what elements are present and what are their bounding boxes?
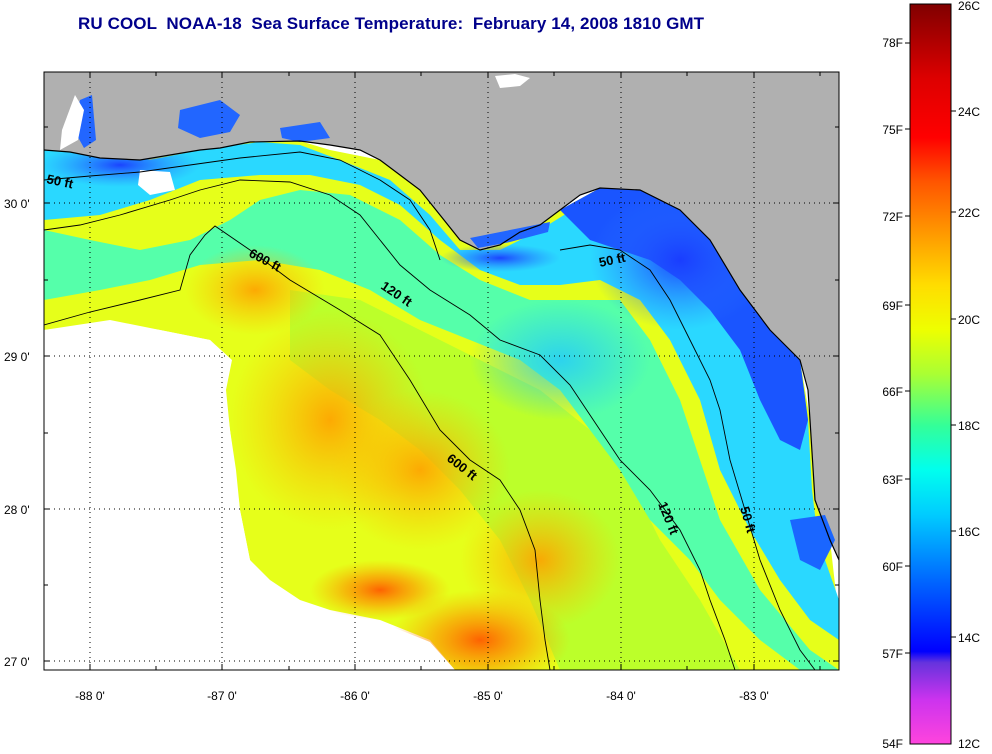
lon-label: -88 0' bbox=[75, 689, 105, 703]
map-panel bbox=[44, 72, 839, 670]
contour-label: 50 ft bbox=[45, 171, 75, 191]
sst-red-west bbox=[310, 560, 450, 620]
colorbar-f-label: 60F bbox=[882, 560, 903, 574]
colorbar-f-label: 54F bbox=[882, 737, 903, 751]
cloud-southwest bbox=[330, 612, 455, 670]
colorbar bbox=[909, 3, 952, 745]
colorbar-c-label: 20C bbox=[958, 313, 980, 327]
map-title: RU COOL NOAA-18 Sea Surface Temperature:… bbox=[78, 14, 705, 33]
cloud-west bbox=[44, 322, 270, 670]
map-ticks bbox=[44, 72, 839, 670]
sst-orange-center bbox=[330, 390, 510, 550]
colorbar-f-label: 66F bbox=[882, 385, 903, 399]
contour-600ft bbox=[44, 225, 551, 670]
sst-cyan-patch bbox=[470, 300, 650, 420]
contour-50ft-west bbox=[44, 151, 441, 261]
sst-blue-apalachicola bbox=[440, 244, 560, 272]
sst-orange-north bbox=[185, 245, 325, 335]
map-frame bbox=[43, 71, 840, 671]
bay-cedar-key bbox=[790, 515, 835, 570]
bay-pensacola bbox=[280, 122, 330, 142]
colorbar-f-label: 69F bbox=[882, 299, 903, 313]
bay-west bbox=[178, 100, 240, 138]
colorbar-c-label: 24C bbox=[958, 105, 980, 119]
lat-label: 27 0' bbox=[4, 655, 30, 669]
lon-label: -87 0' bbox=[207, 689, 237, 703]
contour-120ft bbox=[44, 179, 736, 670]
colorbar-f-label: 72F bbox=[882, 210, 903, 224]
colorbar-c-label: 18C bbox=[958, 419, 980, 433]
cloud-north bbox=[138, 170, 175, 195]
coastline bbox=[44, 140, 839, 561]
land bbox=[44, 72, 839, 670]
lon-label: -84 0' bbox=[606, 689, 636, 703]
lat-label: 30 0' bbox=[4, 197, 30, 211]
colorbar-f-label: 57F bbox=[882, 647, 903, 661]
colorbar-ticks bbox=[905, 42, 956, 654]
colorbar-c-label: 14C bbox=[958, 631, 980, 645]
lon-label: -85 0' bbox=[473, 689, 503, 703]
colorbar-f-label: 75F bbox=[882, 123, 903, 137]
contour-label: 50 ft bbox=[737, 505, 759, 535]
colorbar-c-label: 26C bbox=[958, 0, 980, 13]
lon-label: -83 0' bbox=[739, 689, 769, 703]
colorbar-c-label: 22C bbox=[958, 206, 980, 220]
lon-label: -86 0' bbox=[340, 689, 370, 703]
colorbar-c-label: 16C bbox=[958, 525, 980, 539]
colorbar-f-label: 63F bbox=[882, 473, 903, 487]
colorbar-c-label: 12C bbox=[958, 737, 980, 751]
cloud-bays bbox=[60, 95, 84, 150]
lat-label: 28 0' bbox=[4, 503, 30, 517]
contour-50ft-east bbox=[559, 244, 816, 670]
cloud-lake bbox=[495, 74, 530, 88]
colorbar-f-label: 78F bbox=[882, 36, 903, 50]
sst-green bbox=[44, 190, 839, 670]
lat-label: 29 0' bbox=[4, 350, 30, 364]
contour-label: 50 ft bbox=[598, 250, 628, 270]
